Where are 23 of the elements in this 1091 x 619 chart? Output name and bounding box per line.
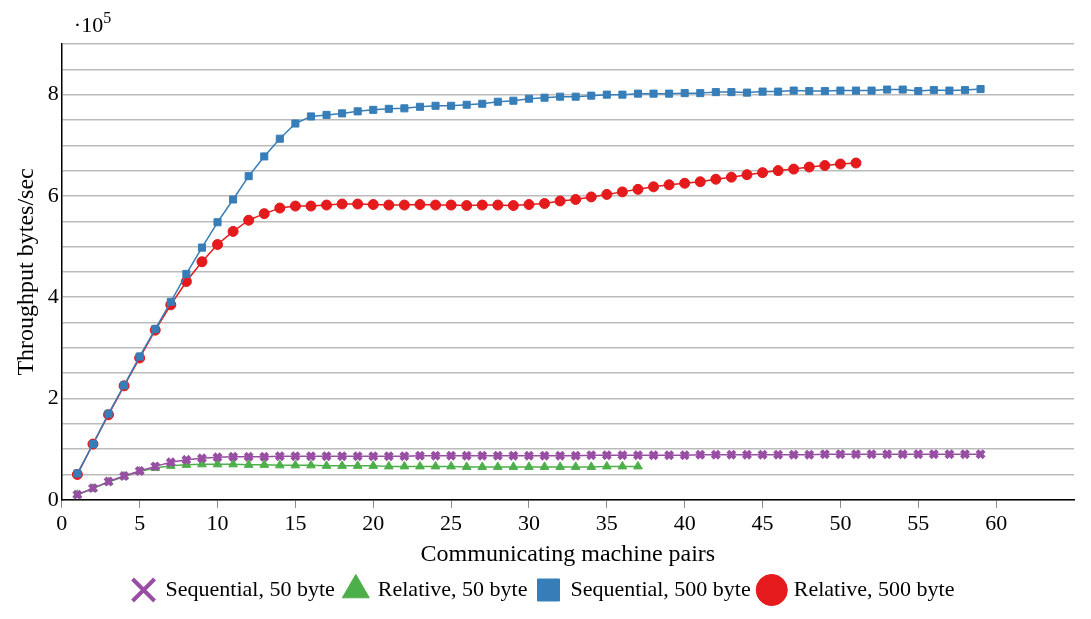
x-tick-label: 25 bbox=[440, 509, 463, 535]
legend-label: Sequential, 500 byte bbox=[570, 575, 751, 601]
y-tick-label: 4 bbox=[47, 283, 59, 308]
legend-label: Relative, 50 byte bbox=[377, 575, 528, 601]
y-tick-label: 0 bbox=[47, 485, 59, 511]
y-axis-title: Throughput bytes/sec bbox=[11, 168, 38, 376]
x-tick-label: 60 bbox=[985, 509, 1008, 535]
legend-label: Relative, 500 byte bbox=[793, 575, 955, 601]
x-tick-label: 50 bbox=[829, 509, 852, 535]
x-tick-label: 55 bbox=[907, 509, 930, 535]
legend-label: Sequential, 50 byte bbox=[165, 575, 335, 601]
x-tick-label: 5 bbox=[134, 509, 146, 535]
y-tick-label: 8 bbox=[47, 80, 59, 106]
y-tick-label: 6 bbox=[47, 181, 59, 207]
x-tick-label: 10 bbox=[206, 509, 229, 535]
x-tick-label: 40 bbox=[673, 509, 696, 535]
x-tick-label: 15 bbox=[284, 509, 307, 535]
y-tick-label: 2 bbox=[47, 384, 59, 410]
x-tick-label: 20 bbox=[362, 509, 385, 535]
x-axis-title: Communicating machine pairs bbox=[420, 539, 716, 566]
x-tick-label: 35 bbox=[595, 509, 618, 535]
x-tick-label: 30 bbox=[517, 509, 540, 535]
x-tick-label: 45 bbox=[751, 509, 774, 535]
